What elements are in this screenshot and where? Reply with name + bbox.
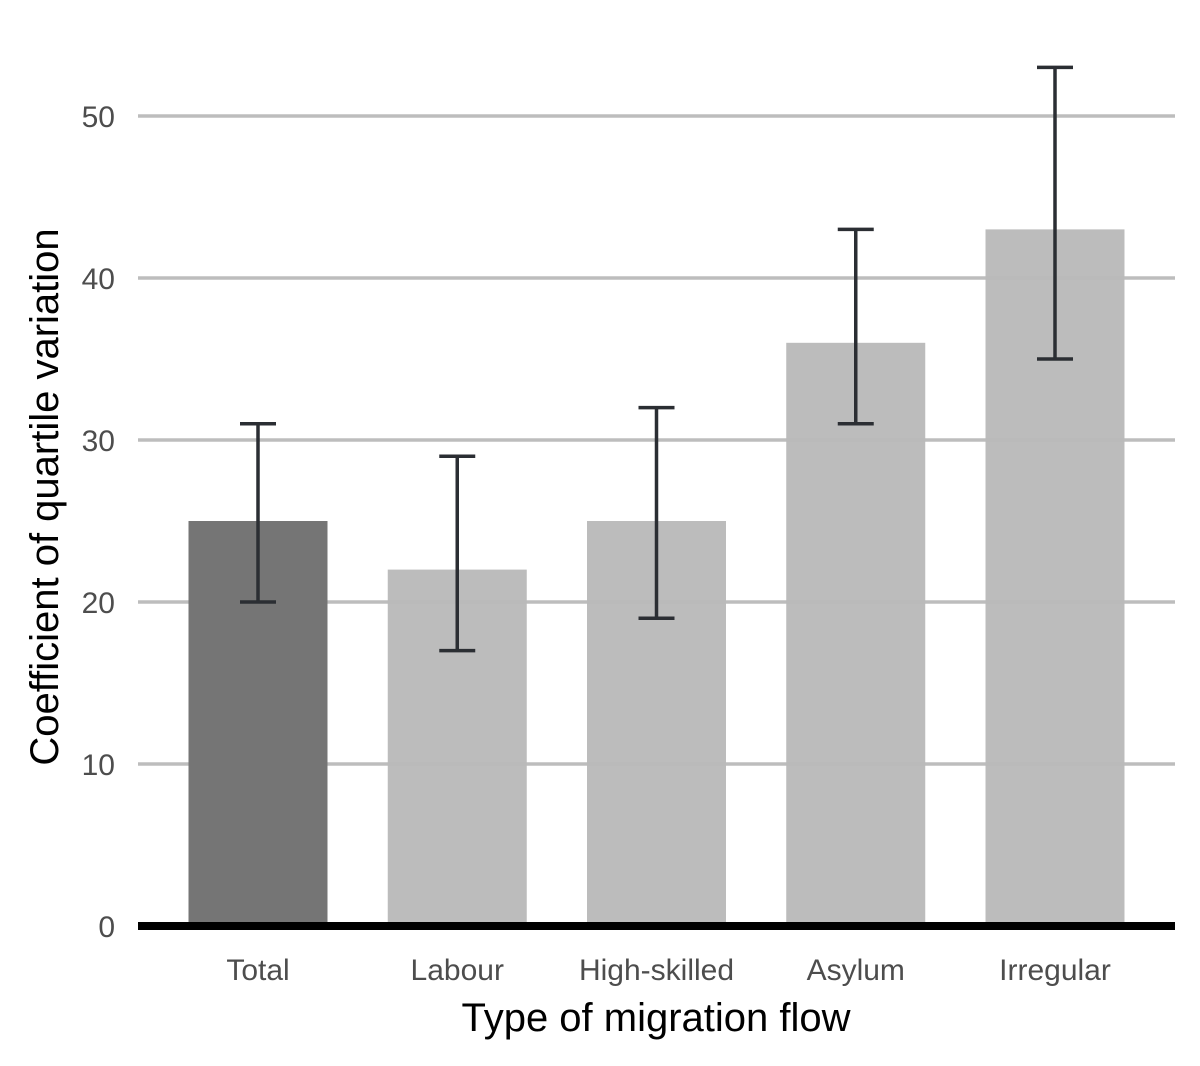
y-tick-label: 20 (82, 587, 115, 620)
x-axis-title: Type of migration flow (461, 996, 850, 1040)
y-tick-label: 30 (82, 425, 115, 458)
y-tick-label: 50 (82, 101, 115, 134)
x-tick-labels: Total Labour High-skilled Asylum Irregular (226, 954, 1111, 987)
error-bar-irregular (1037, 65, 1073, 361)
y-tick-label: 0 (98, 911, 115, 944)
y-tick-labels: 0 10 20 30 40 50 (82, 101, 115, 944)
error-bar-high-skilled (638, 405, 675, 620)
error-bar-total (240, 422, 276, 604)
y-tick-label: 10 (82, 749, 115, 782)
x-tick-label: Irregular (999, 954, 1111, 987)
x-tick-label: Asylum (807, 954, 905, 987)
error-bar-labour (439, 454, 476, 653)
error-bars (240, 65, 1073, 653)
bar-asylum (786, 342, 926, 926)
x-tick-label: Total (226, 954, 289, 987)
y-axis-title: Coefficient of quartile variation (23, 228, 67, 765)
error-bar-asylum (837, 227, 874, 426)
x-tick-label: Labour (411, 954, 504, 987)
x-tick-label: High-skilled (579, 954, 734, 987)
y-tick-label: 40 (82, 263, 115, 296)
